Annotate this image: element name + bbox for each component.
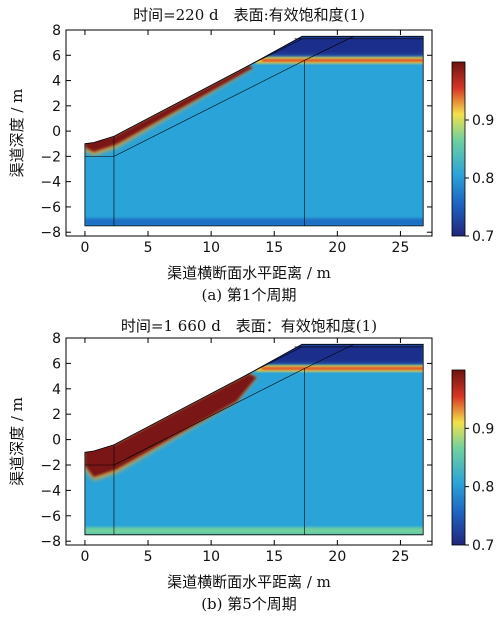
colorbar-tick-label: 0.9 [472, 421, 494, 437]
colorbar [451, 369, 466, 546]
x-tick-label: 20 [328, 240, 346, 256]
x-tick-label: 5 [144, 240, 153, 256]
saturated-zone [84, 65, 253, 152]
y-tick-label: 2 [52, 407, 61, 423]
colorbar-tick-label: 0.7 [472, 229, 494, 245]
x-tick-label: 10 [202, 240, 220, 256]
mesh-line [113, 60, 305, 157]
chart-title: 时间=1 660 d 表面：有效饱和度(1) [121, 317, 377, 335]
y-tick-label: 4 [52, 74, 61, 90]
x-axis-label: 渠道横断面水平距离 / m [167, 264, 331, 282]
saturation-field [84, 344, 424, 535]
domain-outline [84, 343, 424, 536]
mesh-line [246, 38, 303, 67]
y-tick-label: 8 [52, 331, 61, 347]
saturation-field [84, 36, 424, 226]
mesh-line [113, 368, 305, 466]
phreatic-core [261, 367, 424, 370]
y-tick-label: 6 [52, 48, 61, 64]
y-tick-label: 4 [52, 382, 61, 398]
x-tick-label: 15 [265, 240, 283, 256]
colorbar [451, 61, 466, 237]
colorbar-tick-label: 0.8 [472, 480, 494, 496]
saturated-zone [84, 373, 257, 478]
domain-outline [84, 35, 424, 227]
y-tick-label: −8 [40, 225, 61, 241]
chart-caption: (a) 第1个周期 [202, 286, 297, 304]
y-axis-label: 渠道深度 / m [8, 397, 26, 486]
y-tick-label: −4 [40, 483, 61, 499]
x-tick-label: 0 [80, 549, 89, 565]
y-tick-label: −6 [40, 509, 61, 525]
y-tick-label: −6 [40, 200, 61, 216]
x-tick-label: 15 [265, 549, 283, 565]
x-tick-label: 5 [144, 549, 153, 565]
mesh-line [304, 344, 354, 369]
colorbar-tick-label: 0.7 [472, 538, 494, 554]
bottom-band [84, 527, 424, 535]
x-tick-label: 0 [80, 240, 89, 256]
phreatic-core [261, 59, 424, 62]
x-tick-label: 25 [392, 240, 410, 256]
x-axis-label: 渠道横断面水平距离 / m [167, 573, 331, 591]
x-tick-label: 20 [328, 549, 346, 565]
mesh-line [304, 36, 354, 61]
y-tick-label: 0 [52, 433, 61, 449]
y-tick-label: −2 [40, 458, 61, 474]
colorbar-tick-label: 0.9 [472, 113, 494, 129]
colorbar-tick-label: 0.8 [472, 171, 494, 187]
y-tick-label: 2 [52, 99, 61, 115]
y-tick-label: 6 [52, 356, 61, 372]
chart-caption: (b) 第5个周期 [201, 595, 297, 613]
y-tick-label: −2 [40, 149, 61, 165]
y-tick-label: 8 [52, 23, 61, 39]
chart-title: 时间=220 d 表面:有效饱和度(1) [133, 6, 365, 24]
y-tick-label: 0 [52, 124, 61, 140]
x-tick-label: 25 [392, 549, 410, 565]
y-tick-label: −4 [40, 175, 61, 191]
x-tick-label: 10 [202, 549, 220, 565]
bottom-band [84, 218, 424, 226]
field-background [84, 344, 424, 535]
y-tick-label: −8 [40, 534, 61, 550]
mesh-line [246, 346, 303, 376]
y-axis-label: 渠道深度 / m [8, 89, 26, 178]
field-background [84, 36, 424, 226]
